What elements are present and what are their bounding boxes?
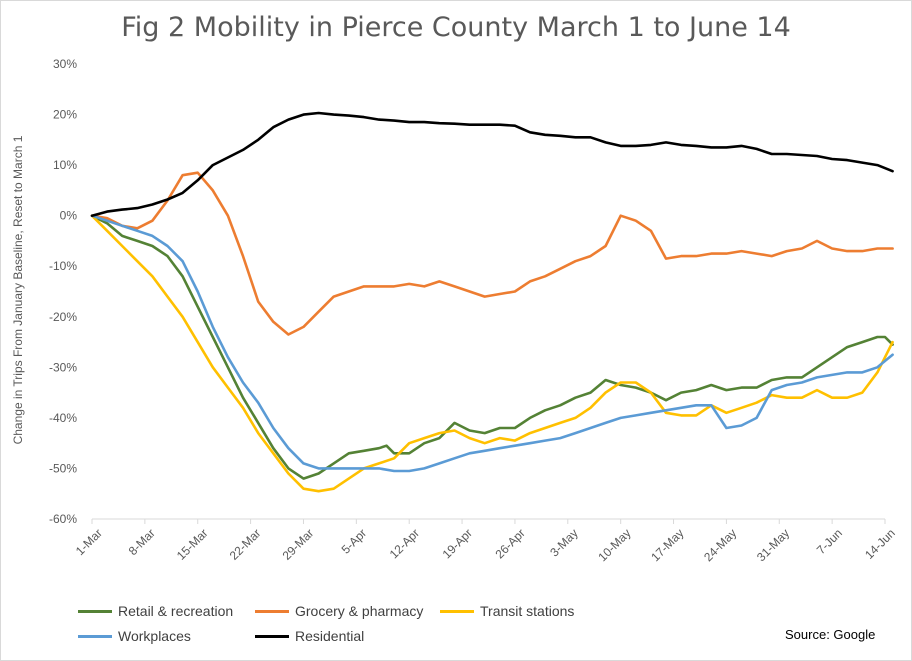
y-tick-label: 10% [53,158,77,172]
x-tick-label: 29-Mar [280,526,317,563]
y-tick-label: -50% [49,461,77,475]
legend-swatch-transit [440,609,474,613]
y-tick-label: -40% [49,411,77,425]
legend-label-grocery: Grocery & pharmacy [295,603,424,619]
x-tick-label: 10-May [595,526,633,564]
legend-item-retail: Retail & recreation [78,603,233,619]
source-note: Source: Google [785,627,876,642]
legend-label-residential: Residential [295,628,365,644]
legend-label-workplaces: Workplaces [118,628,191,644]
legend-item-workplaces: Workplaces [78,628,191,644]
x-tick-label: 19-Apr [440,526,475,561]
legend-item-grocery: Grocery & pharmacy [255,603,423,619]
legend-swatch-workplaces [78,634,112,638]
x-tick-label: 31-May [754,526,792,564]
x-tick-label: 7-Jun [814,526,845,557]
y-tick-label: 20% [53,108,77,122]
x-tick-label: 1-Mar [73,526,105,558]
y-tick-label: -30% [49,360,77,374]
x-tick-label: 24-May [701,526,739,564]
legend-swatch-retail [78,609,112,613]
y-tick-label: -60% [49,512,77,526]
legend-item-transit: Transit stations [440,603,574,619]
legend-swatch-residential [255,634,289,638]
x-tick-label: 22-Mar [227,526,264,563]
x-tick-label: 26-Apr [492,526,527,561]
series-line-grocery-pharmacy [90,171,894,336]
y-tick-label: -10% [49,259,77,273]
x-tick-label: 17-May [648,526,686,564]
series-line-transit-stations [90,214,894,493]
legend-item-residential: Residential [255,628,364,644]
chart-title: Fig 2 Mobility in Pierce County March 1 … [121,12,791,43]
series-line-workplaces [90,214,894,473]
x-tick-label: 5-Apr [339,526,370,557]
x-tick-label: 8-Mar [126,526,158,558]
legend-label-retail: Retail & recreation [118,603,234,619]
x-tick-label: 14-Jun [862,526,898,562]
y-tick-label: -20% [49,310,77,324]
x-tick-label: 15-Mar [174,526,211,563]
x-tick-label: 3-May [547,526,580,559]
legend-label-transit: Transit stations [480,603,575,619]
legend-swatch-grocery [255,609,289,613]
series-line-retail-recreation [90,214,894,480]
y-tick-label: 0% [60,209,78,223]
x-tick-label: 12-Apr [387,526,422,561]
y-tick-label: 30% [53,57,77,71]
series-line-residential [90,111,894,217]
